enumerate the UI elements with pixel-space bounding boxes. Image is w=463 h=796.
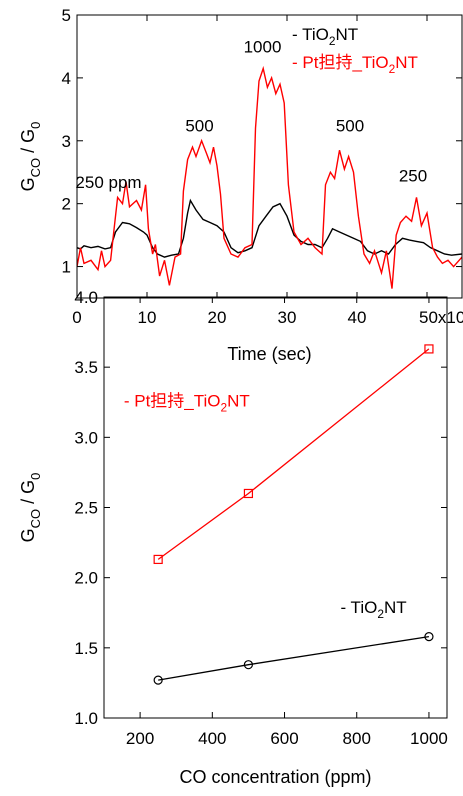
x-tick-label: 0 (72, 308, 81, 327)
x-tick-label: 30 (278, 308, 297, 327)
y-tick-label: 5 (62, 6, 71, 25)
annotation-3: 500 (336, 116, 364, 135)
data-point-1-0 (153, 675, 163, 685)
series-group (77, 65, 462, 289)
y-axis-label-sub2: 0 (28, 473, 43, 480)
y-tick-label: 4 (62, 69, 71, 88)
y-tick-label: 1.5 (74, 639, 98, 658)
legend-tio2nt: - TiO2NT (292, 25, 358, 48)
series-label-0-sub: 2 (221, 400, 228, 414)
series-label-0-tail: NT (227, 391, 250, 410)
y-tick-label: 1.0 (74, 709, 98, 728)
annotation-1: 500 (185, 116, 213, 135)
legend-pt-tio2nt-main: - Pt担持_TiO (292, 53, 389, 72)
x-tick-label: 200 (126, 729, 154, 748)
legend-pt-tio2nt-tail: NT (395, 53, 418, 72)
x-tick-label: 40 (348, 308, 367, 327)
data-point-0-0 (153, 554, 163, 565)
time-response-chart: 1234501020304050x103Time (sec)GCO / G025… (18, 6, 463, 364)
x-tick-label: 800 (343, 729, 371, 748)
legend-tio2nt-tail: NT (335, 25, 358, 44)
legend-pt-tio2nt-sub: 2 (389, 62, 396, 76)
y-axis-label: GCO / G0 (18, 473, 43, 543)
y-axis-label-g1: G (18, 528, 38, 542)
x-tick-label: 1000 (410, 729, 448, 748)
y-axis-label-slash: / (18, 494, 38, 509)
y-axis-label-slash: / (18, 143, 38, 158)
x-axis-label: CO concentration (ppm) (179, 767, 371, 787)
plot-frame (76, 14, 463, 299)
x-tick-label: 20 (208, 308, 227, 327)
data-point-1-2 (424, 632, 434, 642)
y-tick-label: 3.0 (74, 428, 98, 447)
y-tick-label: 2.5 (74, 499, 98, 518)
y-tick-label: 2.0 (74, 569, 98, 588)
y-axis-label-g1: G (18, 177, 38, 191)
annotation-4: 250 (399, 167, 427, 186)
x-tick-label: 400 (198, 729, 226, 748)
y-axis-label-g2: G (18, 480, 38, 494)
series-label-1: - TiO2NT (340, 598, 406, 621)
annotation-0: 250 ppm (75, 173, 141, 192)
legend-tio2nt-main: - TiO (292, 25, 329, 44)
legend-pt-tio2nt: - Pt担持_TiO2NT (292, 53, 418, 76)
y-axis-label: GCO / G0 (18, 122, 43, 192)
series-label-1-sub: 2 (377, 607, 384, 621)
series-line-0 (77, 198, 462, 258)
series-line-0 (157, 348, 430, 560)
y-tick-label: 1 (62, 258, 71, 277)
y-tick-label: 2 (62, 195, 71, 214)
series-label-0: - Pt担持_TiO2NT (124, 391, 250, 414)
data-point-0-1 (243, 488, 254, 499)
data-point-1-1 (243, 660, 254, 670)
series-label-1-tail: NT (384, 598, 407, 617)
y-axis-label-sub1: CO (28, 509, 43, 528)
series-line-1 (77, 65, 462, 289)
x-tick-label: 50x103 (419, 304, 463, 327)
annotation-2: 1000 (244, 38, 282, 57)
series-label-1-main: - TiO (340, 598, 377, 617)
x-axis-label: Time (sec) (227, 344, 311, 364)
y-axis-label-sub1: CO (28, 158, 43, 177)
y-tick-label: 3.5 (74, 358, 98, 377)
y-tick-label: 3 (62, 132, 71, 151)
series-label-0-main: - Pt担持_TiO (124, 391, 221, 410)
x-tick-label: 600 (270, 729, 298, 748)
series-line-1 (158, 635, 429, 681)
y-tick-label: 4.0 (74, 288, 98, 307)
y-axis-label-sub2: 0 (28, 122, 43, 129)
y-axis-label-g2: G (18, 129, 38, 143)
legend-tio2nt-sub: 2 (329, 34, 336, 48)
data-point-0-2 (424, 344, 434, 354)
x-tick-label: 10 (138, 308, 157, 327)
